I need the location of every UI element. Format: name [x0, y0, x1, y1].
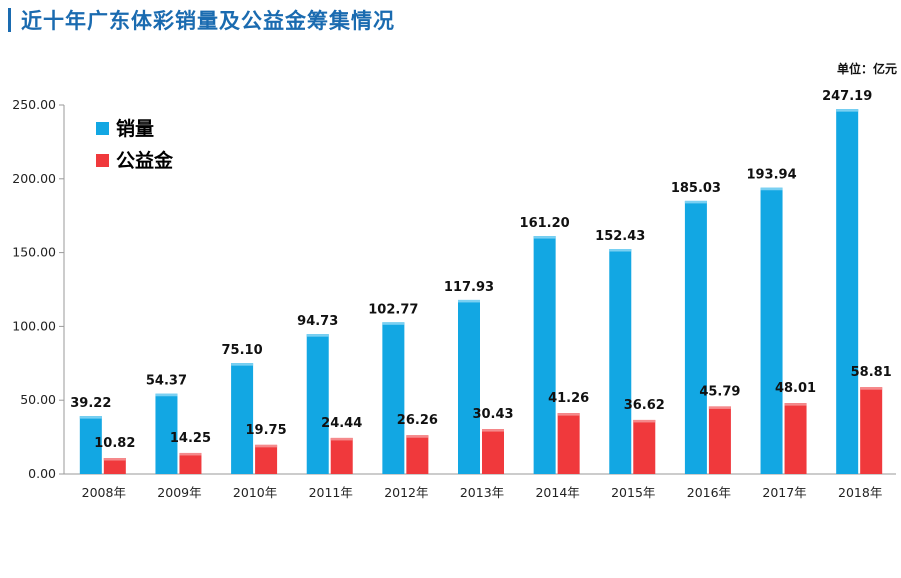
bar-welfare	[708, 406, 731, 474]
y-axis: 0.00 50.00 100.00 150.00 200.00 250.00	[12, 97, 65, 481]
title-accent-bar	[8, 8, 11, 32]
data-label-welfare: 58.81	[851, 365, 892, 380]
data-label-sales: 54.37	[146, 374, 187, 389]
bar-sales-cap	[836, 109, 859, 112]
bar-sales	[458, 299, 480, 474]
bar-welfare	[255, 444, 278, 474]
bar-welfare-cap	[179, 452, 202, 456]
data-label-sales: 193.94	[746, 168, 796, 183]
x-tick-label: 2012年	[384, 485, 428, 500]
bar-sales	[760, 187, 783, 474]
data-label-welfare: 10.82	[94, 436, 135, 451]
bar-sales-cap	[382, 322, 405, 325]
x-tick-label: 2010年	[233, 485, 277, 500]
data-label-welfare: 45.79	[699, 384, 740, 399]
data-label-sales: 117.93	[444, 280, 494, 295]
page-title: 近十年广东体彩销量及公益金筹集情况	[21, 9, 395, 33]
data-label-sales: 152.43	[595, 229, 645, 244]
data-label-welfare: 24.44	[321, 416, 362, 431]
legend-swatch-sales	[96, 122, 109, 135]
bar-welfare	[784, 403, 807, 474]
bar-welfare-cap	[708, 406, 731, 409]
data-label-sales: 161.20	[520, 216, 570, 231]
y-tick-label: 200.00	[12, 171, 56, 186]
bar-welfare-cap	[103, 458, 126, 461]
bar-sales-cap	[760, 187, 783, 191]
data-label-sales: 94.73	[297, 314, 338, 329]
bar-welfare-cap	[633, 419, 656, 423]
bar-welfare	[860, 387, 883, 474]
bar-welfare-cap	[482, 429, 504, 432]
x-tick-label: 2018年	[838, 485, 882, 500]
x-tick-label: 2013年	[460, 485, 504, 500]
x-tick-label: 2008年	[82, 485, 126, 500]
data-label-sales: 102.77	[368, 302, 418, 317]
unit-label: 单位：亿元	[836, 62, 897, 76]
x-tick-label: 2014年	[535, 485, 579, 500]
bar-welfare-cap	[860, 387, 883, 390]
legend-swatch-welfare	[96, 154, 109, 167]
bar-sales	[609, 249, 632, 474]
data-label-welfare: 30.43	[472, 407, 513, 422]
bar-welfare	[557, 413, 580, 474]
data-label-welfare: 19.75	[246, 423, 287, 438]
legend-label-welfare: 公益金	[116, 149, 174, 172]
bar-sales-cap	[684, 200, 707, 204]
bar-sales	[533, 236, 556, 474]
x-tick-label: 2016年	[687, 485, 731, 500]
bar-welfare-cap	[557, 413, 580, 416]
bar-welfare	[633, 419, 656, 474]
bar-welfare	[482, 429, 504, 474]
data-label-welfare: 41.26	[548, 391, 589, 406]
bar-welfare	[103, 458, 126, 474]
x-axis: 2008年 2009年 2010年 2011年 2012年 2013年 2014年 2015年…	[64, 473, 896, 500]
bar-sales	[231, 363, 254, 474]
bar-welfare-cap	[255, 444, 278, 448]
bar-welfare	[330, 437, 353, 474]
bar-sales-cap	[306, 334, 329, 337]
bar-sales-cap	[458, 299, 480, 303]
data-label-welfare: 26.26	[397, 413, 438, 428]
bar-welfare-cap	[406, 435, 429, 438]
bar-welfare-cap	[330, 437, 353, 441]
y-tick-label: 250.00	[12, 97, 56, 112]
bar-sales-cap	[79, 416, 102, 419]
bar-sales	[382, 322, 405, 474]
data-label-sales: 39.22	[70, 396, 111, 411]
bars	[79, 109, 883, 475]
bar-sales	[79, 416, 102, 474]
bar-sales-cap	[609, 249, 632, 252]
legend-label-sales: 销量	[116, 117, 154, 140]
bar-sales-cap	[533, 236, 556, 239]
bar-sales	[684, 200, 707, 474]
x-tick-label: 2017年	[762, 485, 806, 500]
data-label-sales: 247.19	[822, 89, 872, 104]
x-tick-label: 2015年	[611, 485, 655, 500]
bar-welfare	[406, 435, 429, 474]
bar-sales	[155, 393, 178, 474]
data-label-sales: 75.10	[222, 343, 263, 358]
y-tick-label: 150.00	[12, 245, 56, 260]
y-tick-label: 50.00	[20, 392, 56, 407]
bar-welfare	[179, 452, 202, 474]
y-tick-label: 0.00	[28, 466, 56, 481]
y-tick-label: 100.00	[12, 318, 56, 333]
data-label-welfare: 36.62	[624, 398, 665, 413]
data-label-welfare: 48.01	[775, 381, 816, 396]
bar-welfare-cap	[784, 403, 807, 406]
data-label-sales: 185.03	[671, 181, 721, 196]
data-labels: 39.22 10.82 54.37 14.25 75.10 19.75 94.73 24.44…	[70, 89, 891, 451]
x-tick-label: 2009年	[157, 485, 201, 500]
x-tick-label: 2011年	[309, 485, 353, 500]
bar-sales-cap	[231, 363, 254, 366]
data-label-welfare: 14.25	[170, 431, 211, 446]
bar-sales	[306, 334, 329, 474]
title-area: 近十年广东体彩销量及公益金筹集情况	[0, 0, 395, 40]
bar-sales-cap	[155, 393, 178, 397]
bar-sales	[836, 109, 859, 475]
